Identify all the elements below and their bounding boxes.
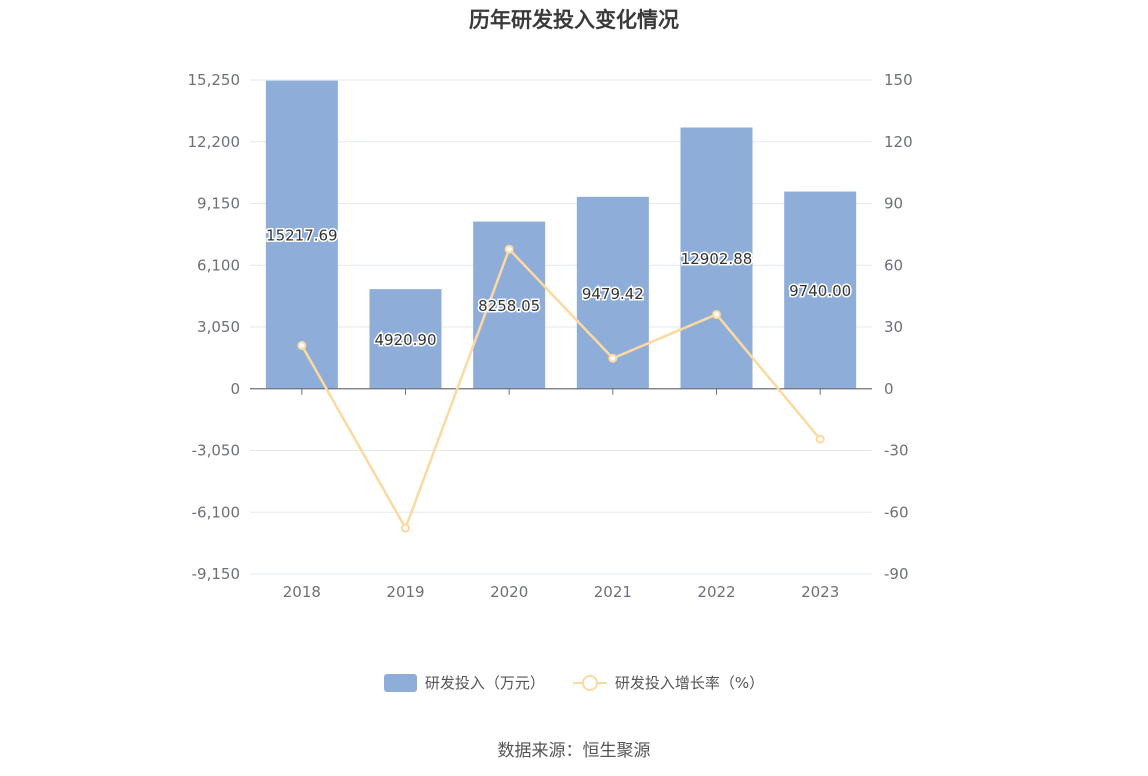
- y-left-tick-label: 9,150: [197, 195, 240, 213]
- x-tick-label: 2021: [594, 583, 632, 601]
- growth-point: [504, 244, 514, 254]
- y-left-tick-label: -9,150: [192, 565, 240, 583]
- y-left-tick-label: 3,050: [197, 318, 240, 336]
- legend-bar-label: 研发投入（万元）: [424, 674, 545, 692]
- legend-line-label: 研发投入增长率（%）: [614, 674, 765, 692]
- bar-data-label: 12902.88: [681, 250, 753, 268]
- legend-line-swatch: [572, 674, 607, 692]
- bar: [784, 191, 857, 389]
- bar-layer: [265, 80, 857, 389]
- y-left-tick-label: -3,050: [192, 442, 240, 460]
- bar-data-label: 9479.42: [582, 285, 644, 303]
- growth-point: [608, 353, 618, 363]
- growth-point: [815, 434, 825, 444]
- x-tick-label: 2019: [386, 583, 424, 601]
- y-right-tick-label: 150: [884, 71, 913, 89]
- y-right-tick-label: -90: [884, 565, 909, 583]
- y-right-tick-label: -30: [884, 442, 909, 460]
- x-tick-label: 2022: [697, 583, 735, 601]
- bar: [369, 289, 442, 389]
- y-right-tick-label: 60: [884, 256, 903, 274]
- bar-data-label: 9740.00: [789, 282, 851, 300]
- growth-line: [300, 246, 822, 532]
- y-left-tick-label: 15,250: [188, 71, 241, 89]
- chart-title: 历年研发投入变化情况: [469, 8, 679, 32]
- growth-point: [401, 523, 410, 533]
- x-tick-label: 2023: [801, 583, 839, 601]
- y-left-tick-label: 12,200: [188, 133, 241, 151]
- x-tick-label: 2018: [283, 583, 321, 601]
- axis-layer: 15,250 12,200 9,150 6,100 3,050 0 -3,050 -6,100…: [188, 71, 913, 601]
- bar-data-label: 8258.05: [478, 297, 540, 315]
- line-layer: [297, 244, 825, 533]
- y-right-tick-label: 0: [884, 380, 894, 398]
- y-left-tick-label: -6,100: [192, 503, 240, 521]
- legend-bar-swatch: [383, 673, 417, 692]
- y-left-tick-label: 0: [230, 380, 240, 398]
- bar-data-label: 15217.69: [266, 227, 338, 245]
- y-left-tick-label: 6,100: [197, 256, 240, 274]
- growth-point: [297, 341, 307, 351]
- y-right-tick-label: 120: [884, 133, 913, 151]
- legend: 研发投入（万元） 研发投入增长率（%）: [0, 672, 1148, 693]
- legend-item-line[interactable]: 研发投入增长率（%）: [572, 672, 765, 693]
- grid-layer: [250, 79, 872, 575]
- x-tick-label: 2020: [490, 583, 528, 601]
- source-note: 数据来源：恒生聚源: [497, 741, 651, 761]
- growth-point: [712, 309, 721, 319]
- chart-plot: 15,250 12,200 9,150 6,100 3,050 0 -3,050 -6,100…: [188, 71, 913, 601]
- bar-data-label: 4920.90: [374, 331, 436, 349]
- y-right-tick-label: -60: [884, 503, 909, 521]
- y-right-tick-label: 30: [884, 318, 903, 336]
- label-layer: 15217.69 4920.90 8258.05 9479.42 12902.88 974…: [265, 225, 853, 350]
- bar: [265, 80, 338, 389]
- legend-item-bar[interactable]: 研发投入（万元）: [383, 672, 545, 693]
- y-right-tick-label: 90: [884, 195, 903, 213]
